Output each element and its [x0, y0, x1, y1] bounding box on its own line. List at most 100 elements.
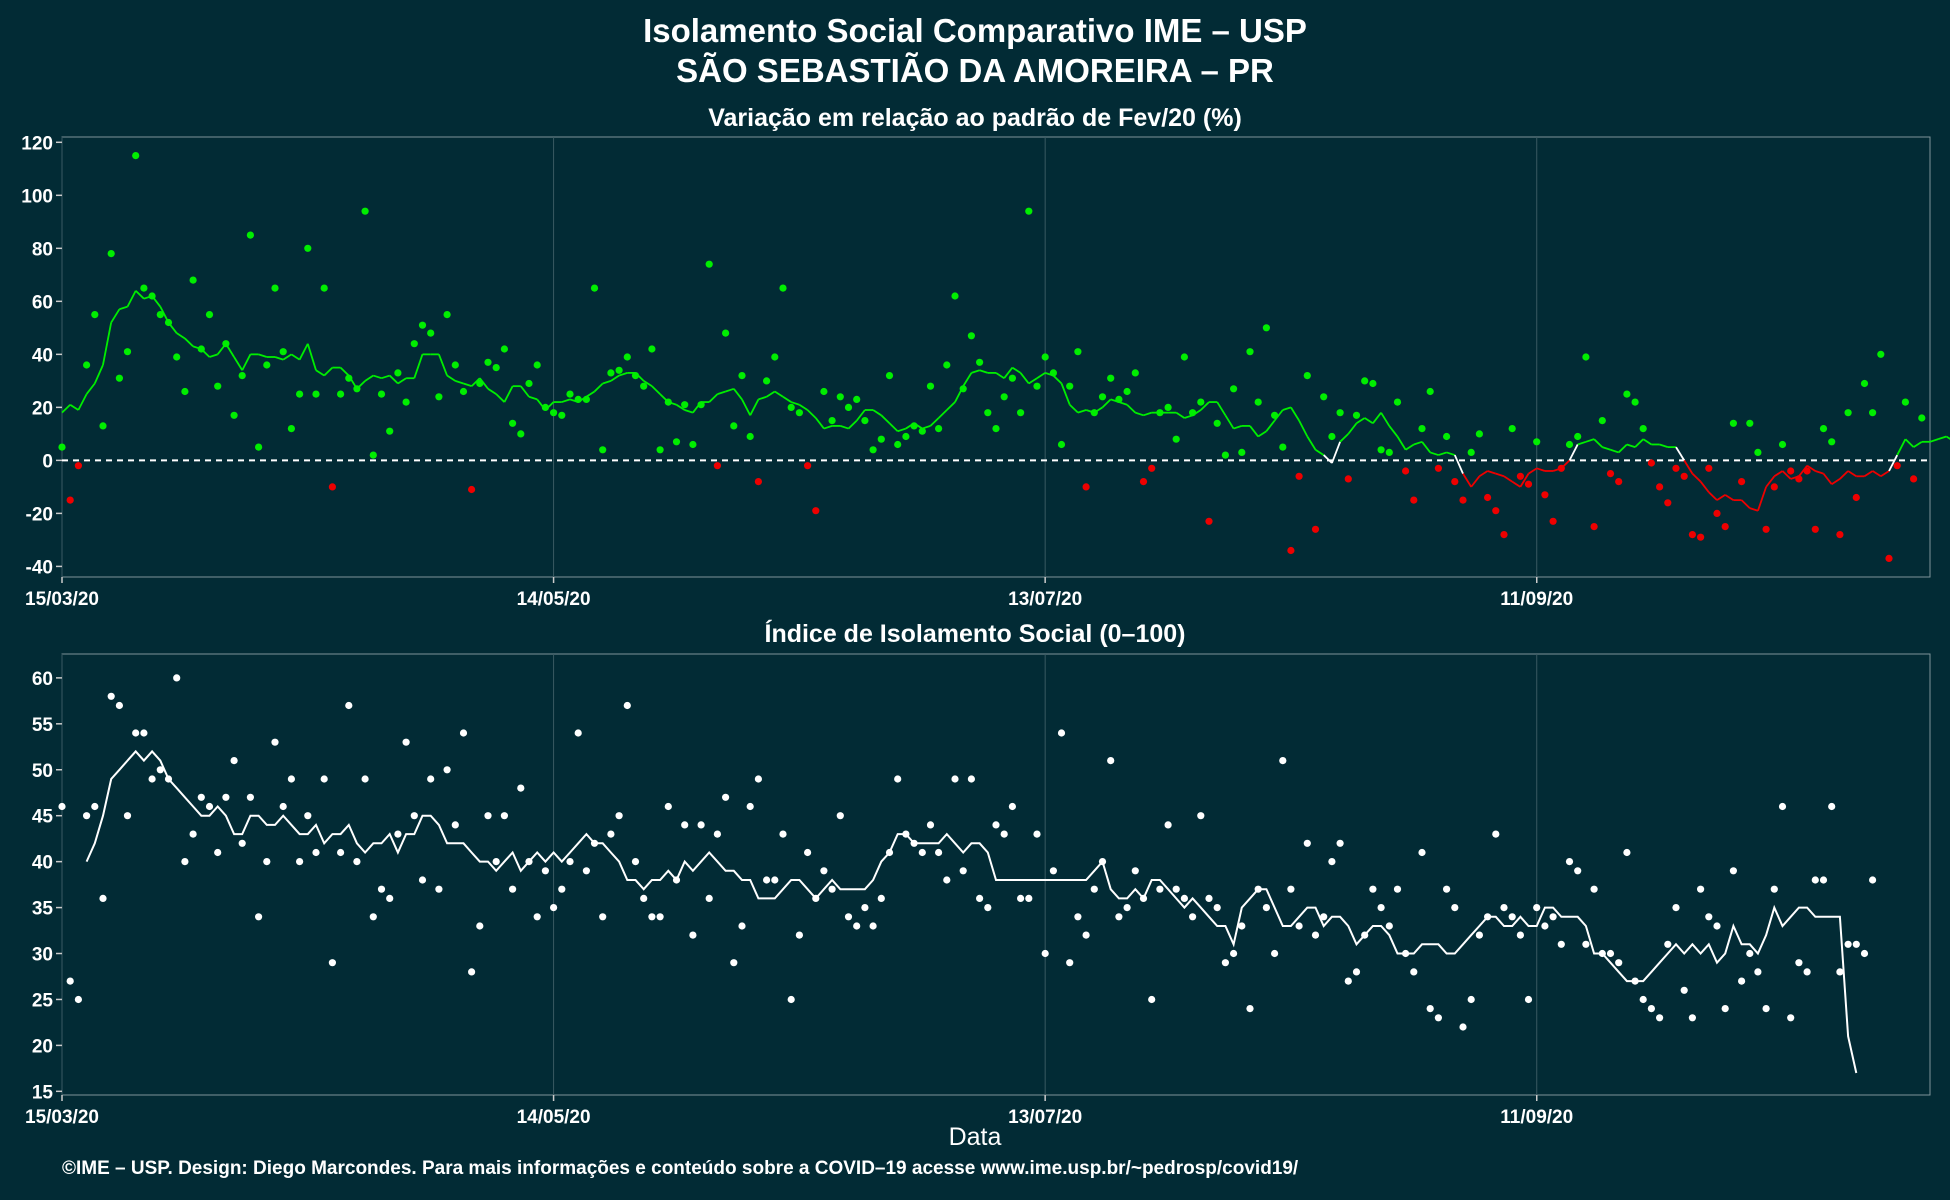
data-point	[508, 419, 517, 427]
data-point	[738, 372, 746, 380]
moving-average-segment	[1806, 464, 1816, 472]
x-tick-label: 14/05/20	[517, 1107, 591, 1128]
data-point	[926, 382, 935, 390]
data-point	[222, 340, 230, 348]
data-point	[1762, 525, 1770, 533]
y-tick-label: 45	[32, 807, 54, 828]
y-tick-label: 15	[32, 1082, 54, 1103]
data-point	[1516, 931, 1524, 939]
data-point	[451, 821, 459, 829]
moving-average-segment	[1937, 435, 1947, 441]
moving-average-segment	[1216, 401, 1227, 416]
data-point	[1557, 940, 1565, 948]
data-point	[205, 802, 214, 811]
data-point	[1352, 968, 1361, 976]
moving-average-segment	[176, 332, 186, 340]
data-point	[853, 922, 861, 930]
data-point	[795, 931, 804, 939]
data-point	[1434, 1014, 1442, 1022]
data-point	[1492, 830, 1500, 838]
data-point	[312, 390, 320, 398]
moving-average-segment	[1462, 473, 1472, 488]
data-point	[1336, 839, 1344, 847]
moving-average-segment	[1175, 411, 1185, 419]
data-point	[91, 802, 99, 811]
y-tick-label: 60	[32, 669, 53, 690]
data-point	[1311, 525, 1320, 533]
moving-average-segment	[1438, 451, 1447, 456]
data-point	[574, 729, 582, 737]
data-point	[1475, 430, 1483, 438]
data-point	[1402, 467, 1410, 475]
data-point	[1156, 885, 1164, 893]
data-point	[500, 345, 508, 353]
data-point	[156, 311, 164, 319]
moving-average-segment	[454, 379, 464, 385]
data-point	[1230, 949, 1238, 958]
data-point	[1811, 876, 1819, 884]
data-point	[386, 894, 394, 903]
x-tick-label: 13/07/20	[1008, 1107, 1082, 1128]
data-point	[1828, 438, 1836, 446]
moving-average-segment	[815, 417, 825, 430]
data-point	[1115, 913, 1123, 921]
data-point	[681, 401, 689, 409]
data-point	[533, 361, 541, 369]
data-point	[1369, 379, 1377, 388]
data-point	[1590, 523, 1598, 531]
data-point	[107, 250, 115, 258]
data-point	[58, 443, 66, 451]
data-point	[1877, 350, 1885, 358]
data-point	[320, 775, 328, 783]
data-point	[1623, 848, 1631, 857]
data-point	[1172, 885, 1180, 893]
moving-average-segment	[373, 374, 382, 380]
data-point	[877, 435, 885, 443]
data-point	[287, 425, 295, 433]
moving-average-segment	[1036, 372, 1046, 379]
data-point	[713, 830, 722, 838]
moving-average-segment	[888, 422, 899, 432]
data-point	[1639, 425, 1647, 433]
data-point	[1213, 904, 1221, 912]
data-point	[558, 411, 566, 419]
moving-average-segment	[733, 388, 743, 400]
data-point	[271, 738, 279, 746]
data-point	[1385, 922, 1393, 930]
moving-average-segment	[1265, 420, 1276, 432]
data-point	[353, 385, 361, 393]
y-tick-label: 40	[32, 345, 53, 366]
data-point	[148, 292, 156, 300]
data-point	[1434, 464, 1442, 472]
moving-average-segment	[1323, 454, 1333, 464]
data-point	[164, 318, 173, 327]
data-point	[1803, 968, 1811, 976]
data-point	[697, 401, 705, 409]
moving-average-segment	[1872, 470, 1882, 478]
data-point	[705, 894, 713, 903]
data-point	[1279, 757, 1287, 765]
data-point	[1082, 931, 1090, 939]
data-point	[517, 784, 525, 792]
data-point	[1451, 904, 1459, 912]
data-point	[746, 432, 754, 441]
data-point	[1844, 409, 1852, 417]
data-point	[459, 729, 468, 737]
data-point	[1131, 369, 1139, 377]
data-point	[1664, 499, 1672, 507]
data-point	[1295, 472, 1303, 480]
data-point	[1008, 374, 1017, 382]
data-point	[1418, 425, 1426, 433]
data-point	[1721, 1005, 1729, 1013]
data-point	[1057, 440, 1066, 449]
data-point	[271, 284, 279, 292]
moving-average-segment	[1101, 398, 1112, 409]
moving-average-segment	[1708, 491, 1718, 501]
data-point	[730, 959, 738, 967]
data-point	[427, 329, 435, 337]
data-point	[541, 867, 550, 875]
data-point	[1320, 913, 1328, 921]
data-point	[418, 876, 427, 884]
moving-average-segment	[1273, 409, 1284, 422]
moving-average-segment	[1831, 478, 1841, 485]
